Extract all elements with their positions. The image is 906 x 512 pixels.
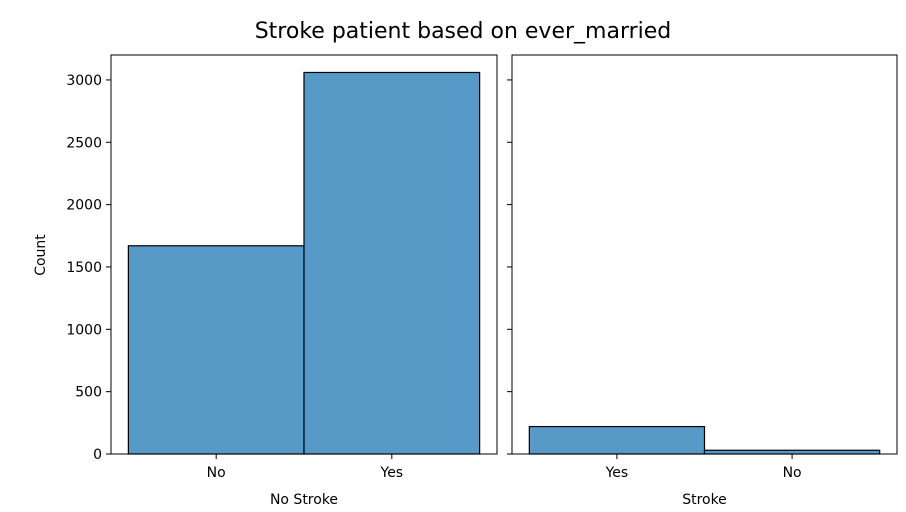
- x-tick-label: No: [207, 465, 226, 481]
- y-tick-label: 2500: [66, 135, 102, 151]
- panel-2: Yes No Stroke: [507, 54, 898, 508]
- y-tick-label: 1000: [66, 322, 102, 338]
- x-tick-label: Yes: [380, 465, 404, 481]
- x-tick-label: Yes: [605, 465, 629, 481]
- panel-1: 0 500 1000 1500 2000 2500 3000 No Yes No Stroke: [66, 54, 498, 508]
- bar-yes-panel-2: [528, 425, 706, 455]
- bar-yes-panel-1: [303, 71, 481, 455]
- y-tick-label: 500: [75, 385, 102, 401]
- bar-no-panel-1: [127, 245, 305, 455]
- bar-no-panel-2: [703, 449, 881, 455]
- y-tick-label: 3000: [66, 73, 102, 89]
- plot-frame-panel-2: [511, 54, 898, 455]
- y-tick-label: 2000: [66, 198, 102, 214]
- y-tick-label: 0: [93, 447, 102, 463]
- x-axis-label-panel-1: No Stroke: [270, 492, 338, 508]
- plot-frame-panel-1: [110, 54, 498, 455]
- x-axis-label-panel-2: Stroke: [682, 492, 727, 508]
- chart-title: Stroke patient based on ever_married: [255, 19, 672, 44]
- y-axis-label: Count: [33, 234, 49, 276]
- x-tick-label: No: [783, 465, 802, 481]
- y-tick-label: 1500: [66, 260, 102, 276]
